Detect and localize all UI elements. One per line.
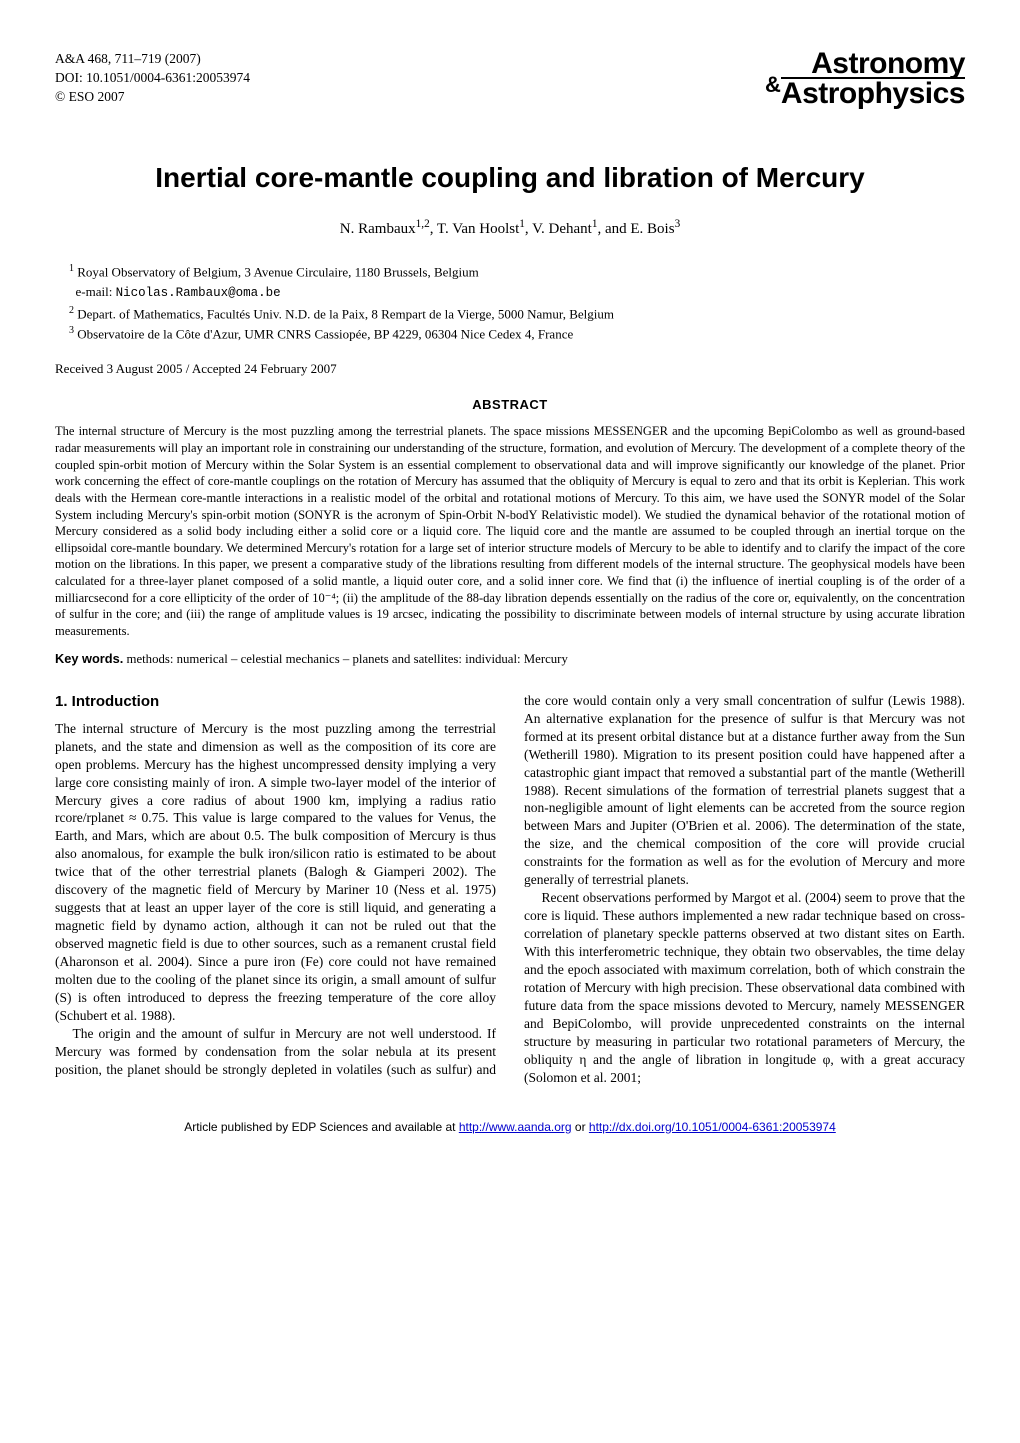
page-header: A&A 468, 711–719 (2007) DOI: 10.1051/000… [55, 50, 965, 109]
author-email: Nicolas.Rambaux@oma.be [116, 286, 281, 300]
affiliation: 2 Depart. of Mathematics, Facultés Univ.… [69, 303, 965, 324]
body-paragraph: The internal structure of Mercury is the… [55, 720, 496, 1025]
email-label: e-mail: [76, 284, 113, 299]
affiliation-text: Observatoire de la Côte d'Azur, UMR CNRS… [77, 327, 573, 342]
footer-link-doi[interactable]: http://dx.doi.org/10.1051/0004-6361:2005… [589, 1120, 836, 1134]
section-heading: 1. Introduction [55, 692, 496, 712]
affiliation-number: 3 [69, 325, 74, 336]
abstract-text: The internal structure of Mercury is the… [55, 423, 965, 639]
affiliations-block: 1 Royal Observatory of Belgium, 3 Avenue… [55, 261, 965, 344]
footer-mid: or [575, 1120, 589, 1134]
body-paragraph: Recent observations performed by Margot … [524, 889, 965, 1086]
logo-ampersand-row: &Astrophysics [765, 77, 965, 109]
affiliation-text: Depart. of Mathematics, Facultés Univ. N… [77, 306, 614, 321]
article-title: Inertial core-mantle coupling and librat… [55, 159, 965, 197]
logo-astrophysics: Astrophysics [781, 77, 965, 109]
journal-reference: A&A 468, 711–719 (2007) DOI: 10.1051/000… [55, 50, 250, 107]
keywords-label: Key words. [55, 651, 123, 666]
abstract-heading: ABSTRACT [55, 396, 965, 414]
logo-ampersand: & [765, 72, 781, 97]
page-footer: Article published by EDP Sciences and av… [55, 1119, 965, 1135]
logo-astronomy: Astronomy [765, 50, 965, 77]
affiliation-number: 1 [69, 263, 74, 274]
affiliation: 1 Royal Observatory of Belgium, 3 Avenue… [69, 261, 965, 303]
keywords-text: methods: numerical – celestial mechanics… [126, 652, 567, 666]
journal-ref-line: DOI: 10.1051/0004-6361:20053974 [55, 69, 250, 88]
journal-ref-line: © ESO 2007 [55, 88, 250, 107]
article-dates: Received 3 August 2005 / Accepted 24 Feb… [55, 360, 965, 378]
footer-prefix: Article published by EDP Sciences and av… [184, 1120, 459, 1134]
affiliation-text: Royal Observatory of Belgium, 3 Avenue C… [77, 264, 479, 279]
author-list: N. Rambaux1,2, T. Van Hoolst1, V. Dehant… [55, 217, 965, 239]
journal-ref-line: A&A 468, 711–719 (2007) [55, 50, 250, 69]
body-columns: 1. Introduction The internal structure o… [55, 692, 965, 1087]
footer-link-aanda[interactable]: http://www.aanda.org [459, 1120, 572, 1134]
affiliation: 3 Observatoire de la Côte d'Azur, UMR CN… [69, 323, 965, 344]
affiliation-number: 2 [69, 305, 74, 316]
journal-logo: Astronomy &Astrophysics [765, 50, 965, 109]
keywords-line: Key words. methods: numerical – celestia… [55, 650, 965, 668]
